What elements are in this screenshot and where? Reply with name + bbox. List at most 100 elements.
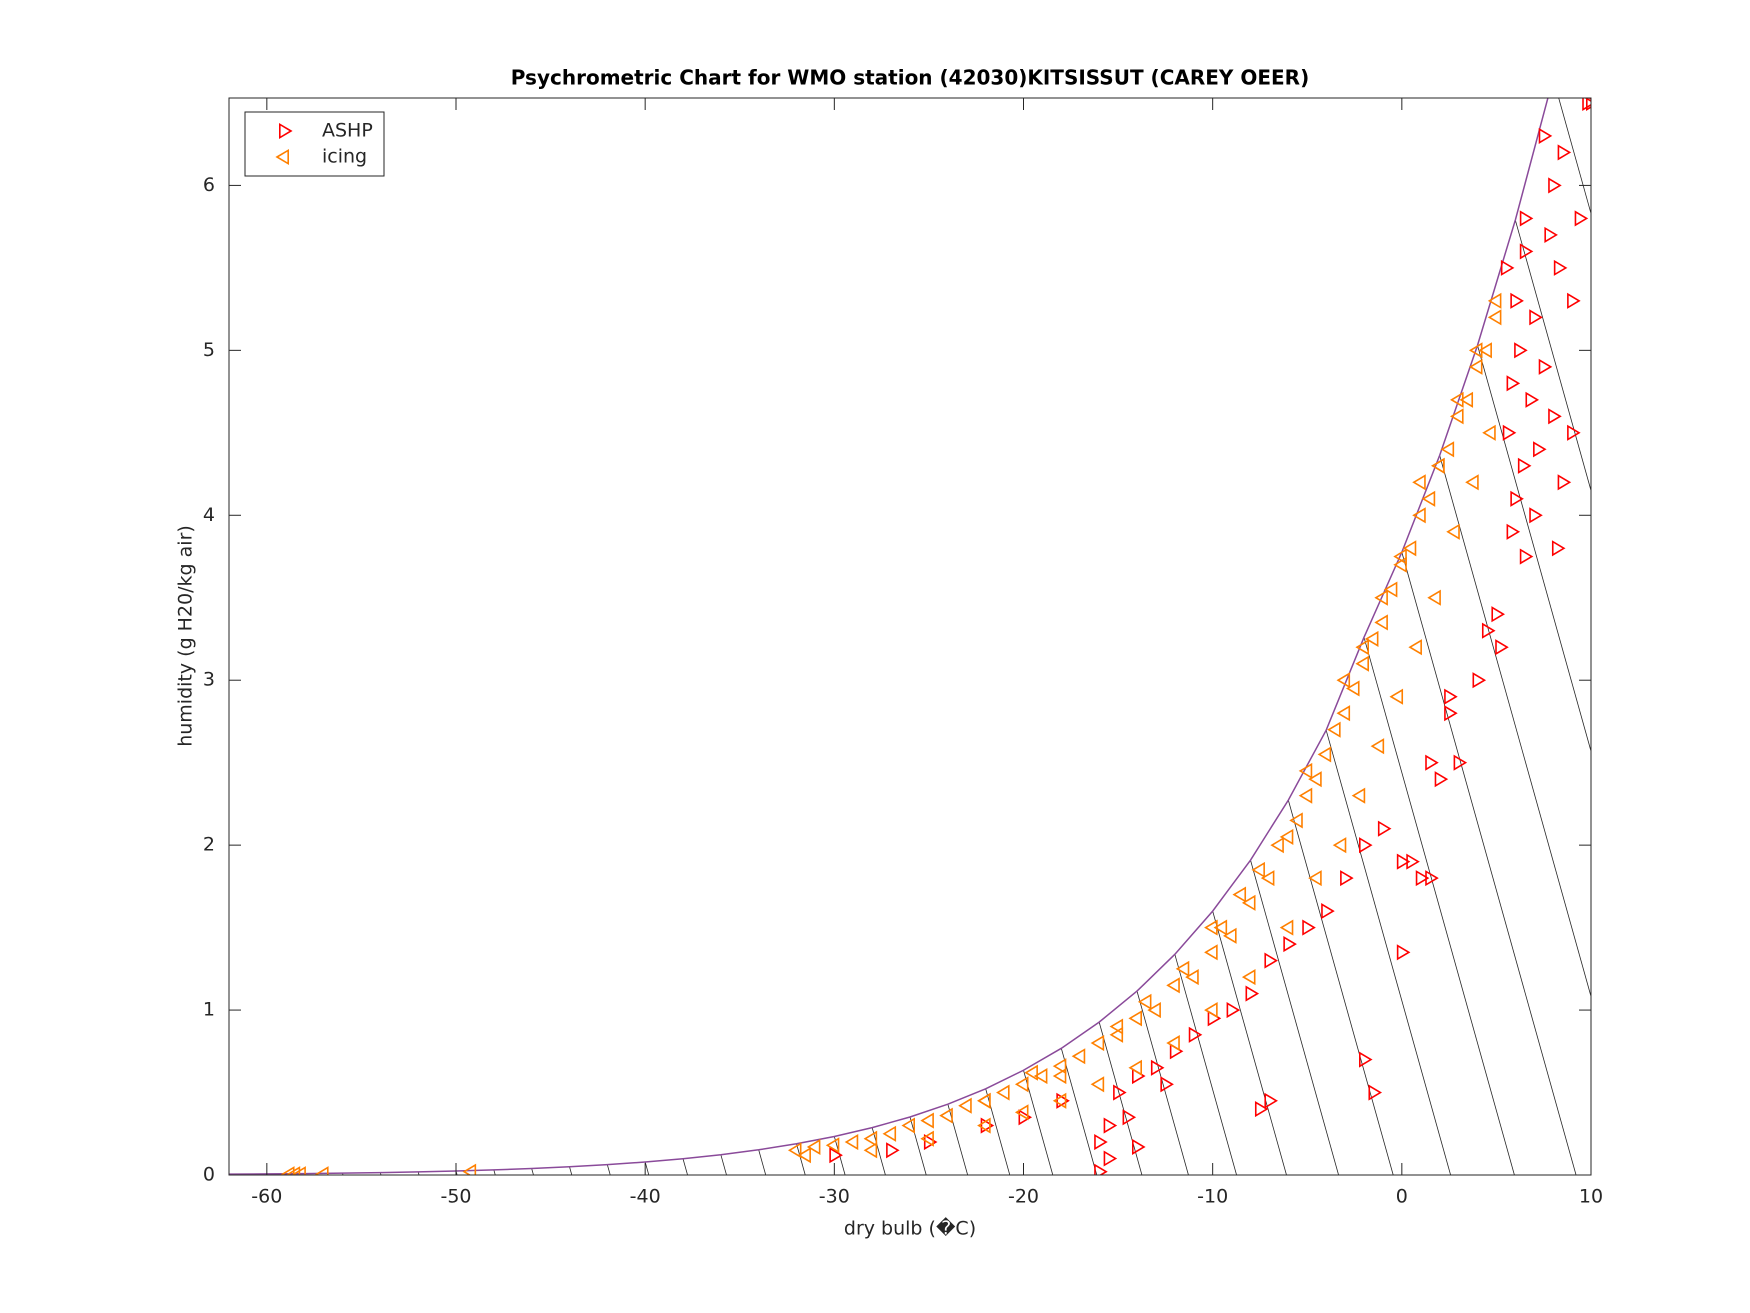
wet-bulb-line [758, 1149, 767, 1175]
wet-bulb-line [606, 1164, 611, 1175]
data-point [1425, 754, 1439, 771]
data-point [1393, 556, 1407, 573]
data-point [1408, 639, 1422, 656]
data-point [1412, 507, 1426, 524]
data-point [1264, 1092, 1278, 1109]
data-point [1289, 812, 1303, 829]
data-point [1128, 1059, 1142, 1076]
legend-label: icing [322, 146, 367, 168]
data-point [1465, 474, 1479, 491]
data-point [1270, 837, 1284, 854]
data-point [1232, 886, 1247, 903]
data-point [1582, 98, 1591, 112]
data-point [923, 1133, 938, 1151]
data-point [1510, 490, 1524, 507]
data-point [1421, 490, 1436, 507]
data-point [1113, 1084, 1127, 1101]
data-point [1150, 1059, 1165, 1076]
data-point [1444, 705, 1458, 722]
wet-bulb-line [1325, 730, 1451, 1175]
data-point [886, 1142, 900, 1159]
data-point [1351, 787, 1366, 804]
data-point [1128, 1010, 1142, 1027]
data-point [286, 1166, 301, 1175]
data-point [462, 1163, 477, 1175]
data-point [1415, 870, 1430, 887]
data-point [1052, 1092, 1067, 1109]
data-point [1204, 1002, 1218, 1019]
data-point [1321, 903, 1335, 920]
data-point [1094, 1163, 1108, 1175]
data-point [1260, 870, 1275, 887]
data-point [1024, 1064, 1038, 1081]
wet-bulb-line [644, 1161, 650, 1175]
data-point [292, 1166, 306, 1175]
data-point [1279, 828, 1294, 845]
wet-bulb-line [1477, 345, 1591, 753]
wet-bulb-line [1098, 1022, 1143, 1175]
data-point [1500, 259, 1515, 276]
data-point [1468, 342, 1483, 359]
data-point [1374, 614, 1388, 631]
data-point [1213, 919, 1228, 936]
data-point [1548, 177, 1562, 194]
data-point [1188, 1026, 1203, 1043]
wet-bulb-line [720, 1154, 727, 1175]
data-point [797, 1147, 811, 1164]
data-point [1317, 746, 1332, 763]
data-point [787, 1142, 802, 1159]
data-point [1586, 98, 1591, 112]
x-tick-label: -10 [1197, 1186, 1228, 1208]
data-point [1567, 424, 1581, 441]
data-point [1506, 523, 1521, 540]
data-point [1033, 1067, 1048, 1085]
wet-bulb-line [569, 1166, 573, 1175]
wet-bulb-line [1287, 800, 1394, 1175]
wet-bulb-line [1060, 1048, 1098, 1175]
data-point [1132, 1138, 1146, 1156]
y-axis-label: humidity (g H20/kg air) [175, 525, 197, 747]
data-point [1056, 1092, 1070, 1109]
y-tick-label: 6 [203, 174, 215, 196]
data-point [863, 1142, 878, 1159]
data-point [1090, 1034, 1105, 1052]
data-point [977, 1117, 991, 1134]
x-tick-label: -60 [251, 1186, 282, 1208]
data-point [1551, 540, 1566, 557]
data-point [1557, 474, 1572, 491]
data-point [1254, 1100, 1269, 1118]
data-point [1450, 408, 1464, 425]
data-point [1241, 969, 1256, 986]
data-point [1308, 771, 1322, 788]
wet-bulb-line [493, 1169, 496, 1175]
wet-bulb-line [682, 1158, 688, 1175]
y-tick-label: 4 [203, 504, 215, 526]
y-tick-label: 0 [203, 1164, 215, 1186]
data-point [1482, 424, 1496, 441]
data-point [1071, 1048, 1086, 1065]
wet-bulb-line [947, 1104, 969, 1175]
x-axis-label: dry bulb (�C) [844, 1217, 976, 1240]
data-point [1166, 1034, 1180, 1052]
data-point [1185, 969, 1199, 986]
legend-marker [275, 148, 290, 166]
data-point [1533, 441, 1547, 458]
data-point [1491, 606, 1505, 623]
data-point [1340, 870, 1354, 887]
data-point [1226, 1002, 1241, 1019]
data-point [1336, 705, 1351, 722]
x-tick-label: -20 [1008, 1186, 1039, 1208]
wet-bulb-line [796, 1143, 806, 1175]
data-point [829, 1147, 843, 1164]
data-point [1094, 1133, 1108, 1151]
data-point [1302, 919, 1316, 936]
data-point [1359, 837, 1373, 854]
data-point [1440, 441, 1455, 458]
data-point [1517, 457, 1532, 474]
data-point [1502, 424, 1517, 441]
data-point [882, 1125, 897, 1142]
data-point [1103, 1117, 1118, 1134]
data-point [1137, 993, 1152, 1010]
data-point [1495, 639, 1509, 656]
data-point [1345, 680, 1360, 697]
